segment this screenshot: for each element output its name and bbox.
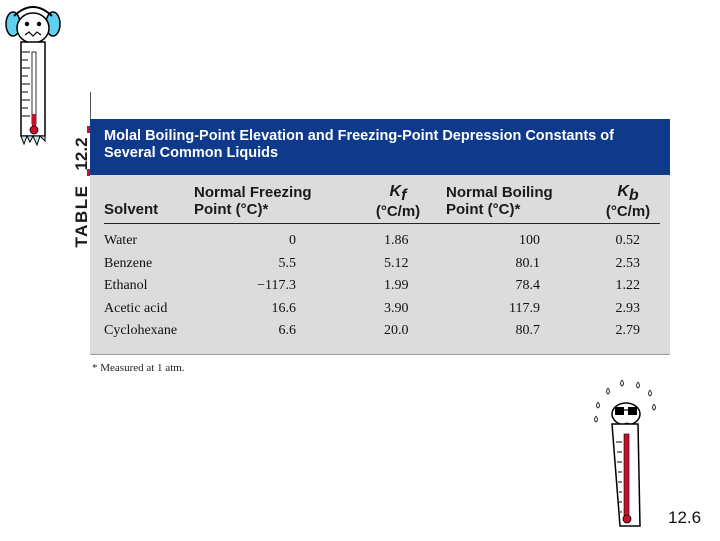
cell-kb: 2.79 <box>615 323 641 338</box>
constants-table: Solvent Normal Freezing Point (°C)* Kf (… <box>90 175 670 355</box>
cell-solvent: Cyclohexane <box>104 323 178 338</box>
table-bottom-rule <box>90 354 670 355</box>
cold-thermometer-icon <box>4 2 62 152</box>
cell-freezing: 0 <box>289 233 296 248</box>
cell-solvent: Water <box>104 233 138 248</box>
cell-boiling: 80.7 <box>515 323 541 338</box>
header-rule <box>104 223 660 224</box>
col-header-boiling: Normal Boiling Point (°C)* <box>446 184 553 218</box>
col-header-kb: Kb (°C/m) <box>605 183 651 220</box>
cell-solvent: Benzene <box>104 256 153 271</box>
cell-freezing: 6.6 <box>278 323 297 338</box>
col-header-freezing: Normal Freezing Point (°C)* <box>194 184 312 218</box>
page-number: 12.6 <box>668 508 702 527</box>
hot-thermometer-icon <box>586 376 666 536</box>
cell-kb: 2.53 <box>615 256 641 271</box>
cell-kf: 1.99 <box>384 278 409 293</box>
table-word: TABLE <box>72 185 91 248</box>
table-title: Molal Boiling-Point Elevation and Freezi… <box>104 128 614 161</box>
col-header-kf: Kf (°C/m) <box>375 183 421 220</box>
table-title-bar: Molal Boiling-Point Elevation and Freezi… <box>90 119 670 175</box>
cell-solvent: Ethanol <box>104 278 148 293</box>
cell-boiling: 117.9 <box>509 301 540 316</box>
cell-kb: 2.93 <box>615 301 641 316</box>
footnote: * Measured at 1 atm. <box>92 362 185 374</box>
table-number-label: 12.2 TABLE <box>62 90 96 260</box>
table-number: 12.2 <box>72 137 91 170</box>
cell-kf: 20.0 <box>384 323 409 338</box>
cell-boiling: 78.4 <box>515 278 541 293</box>
cell-freezing: 5.5 <box>278 256 297 271</box>
col-header-solvent: Solvent <box>104 201 159 218</box>
cell-kf: 3.90 <box>384 301 409 316</box>
cell-kb: 1.22 <box>615 278 641 293</box>
cell-boiling: 100 <box>519 233 540 248</box>
cell-solvent: Acetic acid <box>104 301 168 316</box>
cell-freezing: 16.6 <box>271 301 297 316</box>
cell-freezing: −117.3 <box>257 278 296 293</box>
cell-kb: 0.52 <box>615 233 641 248</box>
cell-boiling: 80.1 <box>515 256 541 271</box>
cell-kf: 1.86 <box>384 233 409 248</box>
cell-kf: 5.12 <box>384 256 409 271</box>
